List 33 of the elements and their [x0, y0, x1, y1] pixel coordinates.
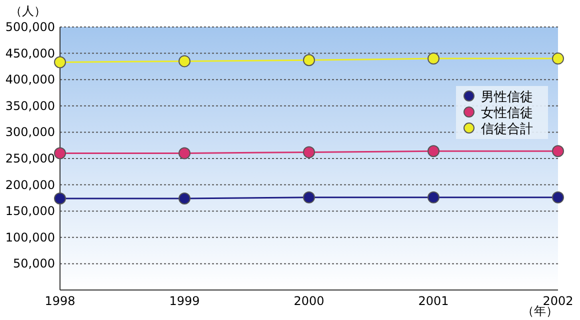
point — [552, 52, 564, 65]
x-tick-label: 1998 — [44, 294, 76, 308]
point — [428, 191, 440, 204]
y-tick-label: 100,000 — [5, 230, 55, 244]
y-tick-label: 300,000 — [5, 125, 55, 140]
point — [303, 191, 315, 204]
point — [178, 192, 190, 204]
legend-label: 信徒合計 — [481, 122, 533, 137]
y-axis-title: （人） — [10, 4, 46, 18]
legend-label: 男性信徒 — [481, 90, 533, 105]
x-tick-label: 2000 — [294, 294, 324, 308]
y-tick-label: 400,000 — [5, 72, 55, 87]
point — [178, 147, 190, 160]
y-tick-label: 250,000 — [5, 152, 55, 166]
y-tick-label: 450,000 — [5, 46, 55, 60]
point — [552, 145, 564, 158]
y-tick-label: 50,000 — [13, 256, 55, 271]
point — [54, 56, 66, 68]
point — [178, 55, 190, 68]
x-tick-label: 2001 — [418, 294, 449, 308]
point — [428, 145, 440, 158]
point — [303, 54, 315, 66]
point — [54, 147, 66, 160]
y-tick-label: 200,000 — [5, 178, 55, 192]
y-tick-label: 350,000 — [5, 98, 55, 113]
legend-label: 女性信徒 — [481, 106, 533, 121]
point — [428, 52, 440, 65]
point — [303, 146, 315, 158]
point — [552, 191, 564, 204]
point — [54, 192, 66, 204]
x-tick-label: 1999 — [169, 294, 200, 308]
y-tick-label: 150,000 — [5, 204, 55, 218]
y-tick-label: 500,000 — [5, 20, 55, 34]
